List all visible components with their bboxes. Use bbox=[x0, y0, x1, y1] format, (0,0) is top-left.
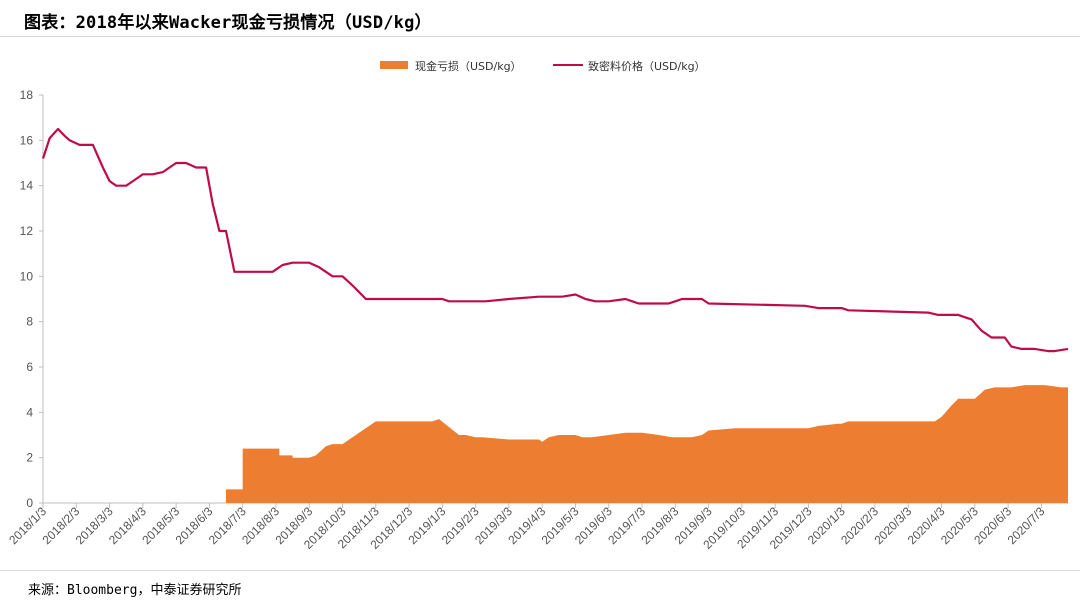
title-divider bbox=[0, 36, 1080, 37]
y-tick-label: 12 bbox=[20, 224, 34, 238]
y-tick-label: 14 bbox=[20, 179, 34, 193]
y-tick-label: 16 bbox=[20, 133, 34, 147]
source-note: 来源：Bloomberg，中泰证券研究所 bbox=[28, 583, 242, 598]
x-tick-label: 2020/7/3 bbox=[1005, 504, 1048, 547]
y-tick-label: 0 bbox=[26, 496, 33, 510]
y-tick-label: 8 bbox=[26, 315, 33, 329]
chart-title: 图表：2018年以来Wacker现金亏损情况（USD/kg） bbox=[24, 13, 432, 33]
legend: 现金亏损（USD/kg） 致密料价格（USD/kg） bbox=[380, 59, 706, 73]
chart-canvas: 现金亏损（USD/kg） 致密料价格（USD/kg） 0 2 4 6 8 10 12 14 16… bbox=[6, 59, 1069, 552]
series-area-cash-loss bbox=[226, 385, 1068, 503]
y-tick-label: 10 bbox=[20, 269, 34, 283]
y-tick-label: 18 bbox=[20, 88, 34, 102]
y-tick-label: 4 bbox=[26, 405, 33, 419]
series-line-price bbox=[41, 127, 1069, 353]
source-divider bbox=[0, 570, 1080, 571]
legend-label-price: 致密料价格（USD/kg） bbox=[588, 59, 706, 73]
legend-label-loss: 现金亏损（USD/kg） bbox=[415, 59, 522, 73]
y-tick-label: 2 bbox=[26, 451, 33, 465]
y-tick-label: 6 bbox=[26, 360, 33, 374]
legend-swatch-loss bbox=[380, 61, 408, 69]
